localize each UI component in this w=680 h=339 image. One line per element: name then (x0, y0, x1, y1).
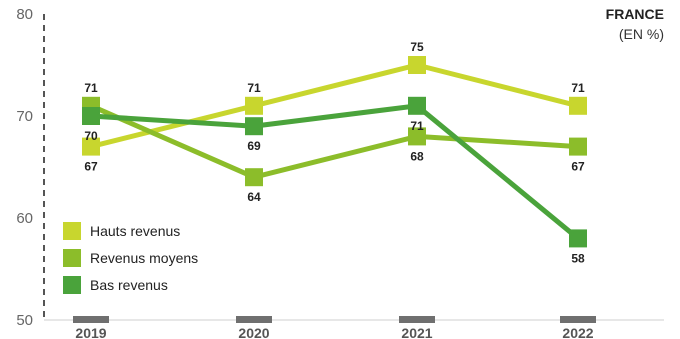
legend: Hauts revenus Revenus moyens Bas revenus (63, 222, 198, 294)
series-line (90, 103, 580, 241)
data-label: 68 (410, 149, 424, 163)
chart-title: FRANCE (606, 6, 664, 22)
data-point (408, 96, 426, 115)
series-line (89, 103, 579, 180)
data-label: 71 (84, 81, 98, 95)
data-labels: 67 71 70 71 64 69 75 68 71 71 67 58 (84, 40, 585, 265)
y-tick-label: 60 (16, 210, 33, 227)
data-label: 58 (571, 251, 585, 265)
x-tick-marker (73, 316, 109, 323)
data-label: 69 (247, 139, 261, 153)
x-tick-marker (399, 316, 435, 323)
data-point (82, 137, 100, 156)
y-tick-label: 70 (16, 108, 33, 125)
data-label: 75 (410, 40, 424, 54)
chart-subtitle: (EN %) (619, 26, 664, 42)
data-label: 67 (84, 160, 98, 174)
legend-label: Bas revenus (90, 277, 168, 293)
legend-swatch (63, 249, 81, 267)
x-tick-label: 2020 (238, 325, 269, 339)
axes: 50 60 70 80 2019 2020 2021 2022 (16, 6, 664, 339)
data-label: 71 (571, 81, 585, 95)
data-label: 67 (571, 160, 585, 174)
x-tick-marker (236, 316, 272, 323)
data-point (569, 229, 587, 248)
legend-swatch (63, 276, 81, 294)
y-tick-label: 50 (16, 312, 33, 329)
x-tick-label: 2022 (562, 325, 593, 339)
series-layer (82, 56, 587, 248)
data-point (245, 168, 263, 187)
data-label: 71 (247, 81, 261, 95)
data-point (245, 96, 263, 115)
data-point (408, 56, 426, 74)
data-point (245, 117, 263, 136)
y-tick-label: 80 (16, 6, 33, 23)
legend-label: Hauts revenus (90, 223, 180, 239)
data-point (408, 127, 426, 146)
x-tick-label: 2019 (75, 325, 106, 339)
data-point (82, 107, 100, 125)
data-label: 71 (410, 119, 424, 133)
legend-label: Revenus moyens (90, 250, 198, 266)
x-tick-label: 2021 (401, 325, 432, 339)
data-label: 70 (84, 129, 98, 143)
x-tick-marker (560, 316, 596, 323)
data-point (569, 137, 587, 156)
series-line (90, 62, 579, 150)
data-point (569, 96, 587, 115)
legend-swatch (63, 222, 81, 240)
data-label: 64 (247, 190, 261, 204)
